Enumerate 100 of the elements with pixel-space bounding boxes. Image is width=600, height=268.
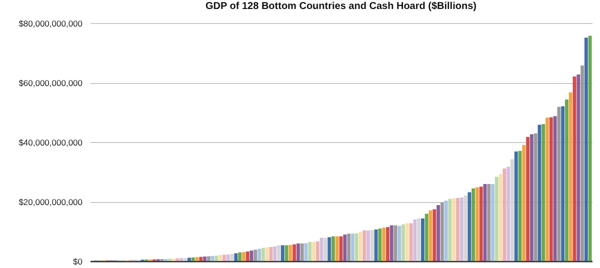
bar [277,245,280,261]
bar [417,218,421,261]
bar [370,230,374,261]
y-tick-label: $0 [73,256,83,266]
bar [300,243,304,261]
bar [358,232,362,261]
bar [180,258,184,261]
bar [472,188,476,261]
bar [424,214,428,261]
bar [432,209,436,261]
bar [479,186,483,261]
bar [280,245,284,261]
bar [494,176,498,261]
bar [203,256,207,261]
bar [390,225,394,261]
bar [448,198,452,261]
bar [238,252,242,261]
bar [324,238,328,261]
bar [522,144,526,261]
bar [456,198,460,261]
bar [218,255,222,261]
bar [308,242,312,261]
bar [230,254,234,261]
bar [526,136,530,261]
bar [405,223,409,261]
bar [362,230,366,261]
bar [452,198,456,261]
bar [176,258,180,261]
bar [382,228,386,261]
bar [398,226,402,261]
bar [234,253,238,261]
y-tick-label: $40,000,000,000 [18,138,83,148]
bar [343,234,347,261]
bar [226,254,230,261]
bar [409,223,413,261]
bar [273,246,277,261]
bar [534,133,538,261]
bar [254,250,258,261]
bar [195,257,199,261]
y-tick-label: $80,000,000,000 [18,18,83,28]
bar [568,92,572,261]
bar [354,233,358,261]
bar [413,219,417,261]
bar [366,230,370,261]
bar [506,166,510,261]
bar [378,228,382,261]
bar [402,224,405,261]
bar [514,152,518,261]
bar [214,256,218,261]
bar [312,242,316,261]
bar [210,256,214,261]
bar [222,254,226,261]
bar [258,248,261,261]
bar [242,252,246,261]
bar [184,258,188,261]
bar [561,106,565,261]
bar [188,258,191,261]
bar [557,106,561,261]
y-tick-label: $60,000,000,000 [18,78,83,88]
chart-title: GDP of 128 Bottom Countries and Cash Hoard ($Billions) [206,1,476,12]
y-tick-label: $20,000,000,000 [18,197,83,207]
bar [320,238,324,261]
bar [347,234,350,261]
bar [530,134,534,261]
bar [316,241,320,261]
bar [576,74,580,261]
bar [261,248,265,261]
bar [487,184,491,261]
bar [191,257,195,261]
bar [421,218,424,261]
bar [588,36,592,261]
bar [386,227,390,261]
bar [542,124,546,261]
bar [444,200,448,261]
bar [246,251,250,261]
bar [460,197,464,261]
bar [332,236,335,261]
bar [440,202,444,261]
bar [498,174,502,261]
bar [584,38,588,261]
bar [328,237,332,261]
bar [510,159,514,261]
bar [296,243,300,261]
bar [580,66,584,261]
bar [292,244,296,261]
bar [502,168,506,261]
bar [335,236,339,261]
bar [199,256,203,261]
bar [269,247,273,261]
bar [436,205,440,261]
bar [350,234,354,261]
bar [564,99,568,261]
bar [546,118,549,261]
bar [288,244,292,261]
bar [206,256,210,261]
bar [491,184,494,261]
bar [468,192,472,261]
bar [265,247,269,261]
bar [549,117,553,261]
bar [475,187,479,261]
